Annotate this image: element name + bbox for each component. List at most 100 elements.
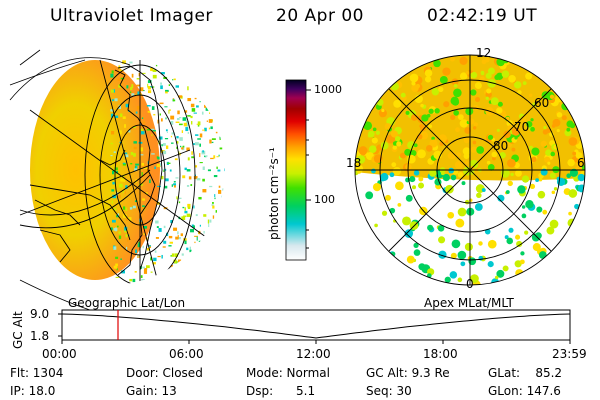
speckle <box>517 90 522 95</box>
speckle <box>409 73 419 83</box>
speckle <box>409 176 416 183</box>
speckle <box>142 198 145 201</box>
speckle <box>470 89 477 96</box>
altitude-plot <box>58 309 571 344</box>
speckle <box>193 112 197 114</box>
speckle <box>470 146 477 153</box>
speckle <box>138 141 143 144</box>
speckle <box>114 167 118 171</box>
speckle <box>213 175 218 178</box>
speckle <box>151 153 155 155</box>
speckle <box>556 177 566 187</box>
speckle <box>425 145 433 152</box>
speckle <box>142 207 145 210</box>
speckle <box>209 219 212 223</box>
speckle <box>202 166 205 170</box>
speckle <box>392 145 397 150</box>
speckle <box>199 143 201 147</box>
speckle <box>186 247 189 251</box>
speckle <box>152 130 156 132</box>
speckle <box>204 155 207 158</box>
speckle <box>487 163 495 171</box>
speckle <box>126 85 129 89</box>
speckle <box>180 145 182 148</box>
speckle <box>537 190 546 199</box>
mlat-label-80: 80 <box>493 139 509 153</box>
speckle <box>391 162 397 168</box>
speckle <box>212 205 215 209</box>
speckle <box>187 86 189 91</box>
speckle <box>404 148 412 156</box>
speckle <box>155 64 158 67</box>
speckle <box>136 105 141 110</box>
speckle <box>528 93 533 98</box>
speckle <box>502 265 509 272</box>
speckle <box>218 189 222 194</box>
speckle <box>193 205 195 209</box>
speckle <box>568 189 578 198</box>
speckle <box>358 146 368 155</box>
speckle <box>142 205 145 207</box>
speckle <box>472 140 477 145</box>
speckle <box>167 162 171 164</box>
colorbar-unit-label: photon cm⁻²s⁻¹ <box>267 147 281 240</box>
instrument-title: Ultraviolet Imager <box>50 6 213 26</box>
speckle <box>524 230 529 235</box>
speckle <box>160 175 164 180</box>
speckle <box>151 134 153 136</box>
speckle <box>169 241 173 244</box>
speckle <box>161 144 163 147</box>
speckle <box>120 113 123 117</box>
speckle <box>204 104 208 108</box>
speckle <box>528 145 534 150</box>
speckle <box>190 184 193 187</box>
speckle <box>195 134 199 136</box>
speckle <box>507 180 513 187</box>
speckle <box>180 233 183 237</box>
speckle <box>156 201 160 205</box>
speckle <box>442 173 450 182</box>
speckle <box>141 163 145 166</box>
speckle <box>457 250 467 260</box>
speckle <box>531 147 540 156</box>
speckle <box>506 120 513 127</box>
speckle <box>132 278 136 283</box>
speckle <box>184 210 188 214</box>
speckle <box>113 177 116 179</box>
speckle <box>419 123 424 129</box>
speckle <box>418 176 424 182</box>
speckle <box>473 122 478 127</box>
speckle <box>143 269 148 274</box>
speckle <box>453 110 460 116</box>
speckle <box>186 185 190 187</box>
speckle <box>363 121 373 131</box>
speckle <box>434 108 440 114</box>
speckle <box>549 132 554 137</box>
speckle <box>418 182 425 189</box>
speckle <box>122 206 126 210</box>
geo-longitude: GLon: 147.6 <box>488 384 561 398</box>
speckle <box>147 110 151 113</box>
speckle <box>208 119 213 123</box>
speckle <box>135 111 138 114</box>
speckle <box>371 137 378 144</box>
speckle <box>187 203 191 208</box>
speckle <box>177 235 179 239</box>
speckle <box>111 170 114 175</box>
speckle <box>551 190 556 195</box>
speckle <box>187 206 191 210</box>
speckle <box>478 241 483 246</box>
speckle <box>117 78 121 81</box>
speckle <box>183 122 187 127</box>
speckle <box>448 151 456 159</box>
speckle <box>385 194 391 201</box>
speckle <box>166 131 168 134</box>
speckle <box>163 76 168 79</box>
speckle <box>480 76 485 82</box>
speckle <box>525 72 533 80</box>
speckle <box>511 147 516 152</box>
speckle <box>356 155 366 164</box>
speckle <box>378 109 387 118</box>
speckle <box>211 141 214 144</box>
speckle <box>119 141 121 144</box>
